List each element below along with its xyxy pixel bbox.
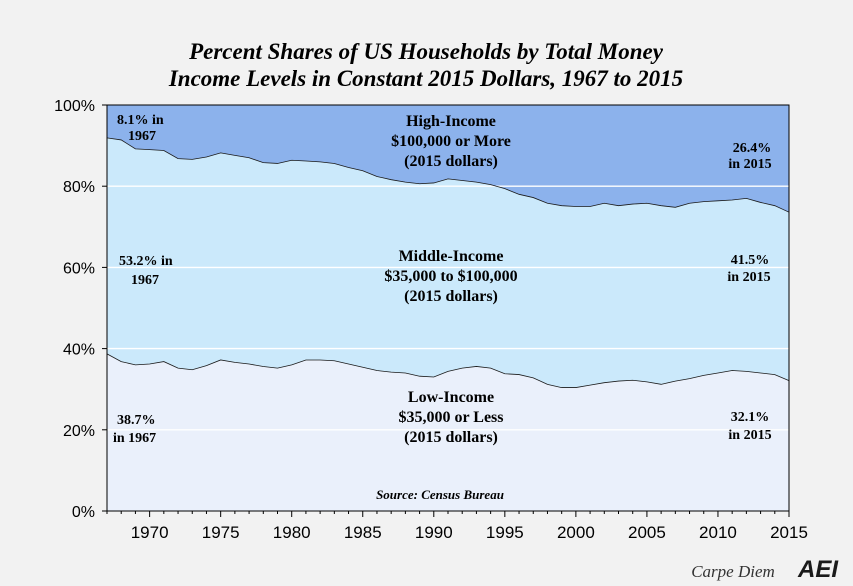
area-high-income: [107, 105, 789, 213]
high-income-label: High-Income $100,000 or More (2015 dolla…: [391, 113, 511, 170]
low-1967-annotation-line-2: in 1967: [113, 431, 156, 446]
area-middle-income: [107, 137, 789, 388]
low-income-label-line-3: (2015 dollars): [404, 429, 498, 446]
boundary-line-low-income: [106, 353, 790, 388]
low-income-label-line-1: Low-Income: [408, 389, 494, 406]
high-income-label-line-1: High-Income: [406, 113, 496, 130]
low-income-label-line-2: $35,000 or Less: [398, 409, 503, 426]
y-tick-label: 40%: [63, 342, 95, 359]
low-2015-annotation-line-1: 32.1%: [731, 410, 770, 425]
high-income-label-line-2: $100,000 or More: [391, 133, 511, 150]
mid-2015-annotation-line-1: 41.5%: [731, 253, 770, 268]
x-tick-label: 2000: [557, 523, 595, 542]
mid-1967-annotation-line-1: 53.2% in: [119, 254, 173, 269]
high-1967-annotation-line-2: 1967: [128, 129, 156, 144]
x-tick-label: 1975: [202, 523, 240, 542]
x-tick-label: 1980: [273, 523, 311, 542]
x-tick-label: 1995: [486, 523, 524, 542]
high-2015-annotation-line-1: 26.4%: [733, 141, 772, 156]
high-1967-annotation-line-1: 8.1% in: [117, 113, 164, 128]
mid-2015-annotation-line-2: in 2015: [727, 270, 770, 285]
aei-logo-text: AEI: [797, 556, 839, 583]
x-tick-label: 1970: [131, 523, 169, 542]
x-tick-label: 2010: [699, 523, 737, 542]
middle-income-label-line-1: Middle-Income: [399, 248, 504, 265]
low-2015-annotation-line-2: in 2015: [728, 428, 771, 443]
y-tick-label: 80%: [63, 179, 95, 196]
x-tick-label: 2015: [770, 523, 808, 542]
chart-title-line-2: Income Levels in Constant 2015 Dollars, …: [168, 66, 683, 91]
x-tick-label: 1985: [344, 523, 382, 542]
x-tick-label: 1990: [415, 523, 453, 542]
y-tick-label: 100%: [54, 98, 95, 115]
high-2015-annotation-line-2: in 2015: [728, 157, 771, 172]
low-income-label: Low-Income $35,000 or Less (2015 dollars…: [398, 389, 503, 446]
chart-title-line-1: Percent Shares of US Households by Total…: [188, 39, 664, 64]
y-tick-label: 60%: [63, 260, 95, 277]
mid-1967-annotation-line-2: 1967: [131, 273, 159, 288]
middle-income-label: Middle-Income $35,000 to $100,000 (2015 …: [384, 248, 517, 305]
y-tick-label: 20%: [63, 423, 95, 440]
high-income-label-line-3: (2015 dollars): [404, 153, 498, 170]
area-low-income: [107, 353, 789, 511]
y-tick-label: 0%: [72, 504, 95, 521]
middle-income-label-line-3: (2015 dollars): [404, 288, 498, 305]
source-note: Source: Census Bureau: [376, 487, 504, 502]
boundary-line-middle-income: [106, 137, 790, 213]
aei-logo: AEI: [797, 556, 839, 583]
middle-income-label-line-2: $35,000 to $100,000: [384, 268, 517, 285]
low-1967-annotation-line-1: 38.7%: [117, 413, 156, 428]
x-tick-label: 2005: [628, 523, 666, 542]
footer-blog-name: Carpe Diem: [691, 562, 775, 581]
